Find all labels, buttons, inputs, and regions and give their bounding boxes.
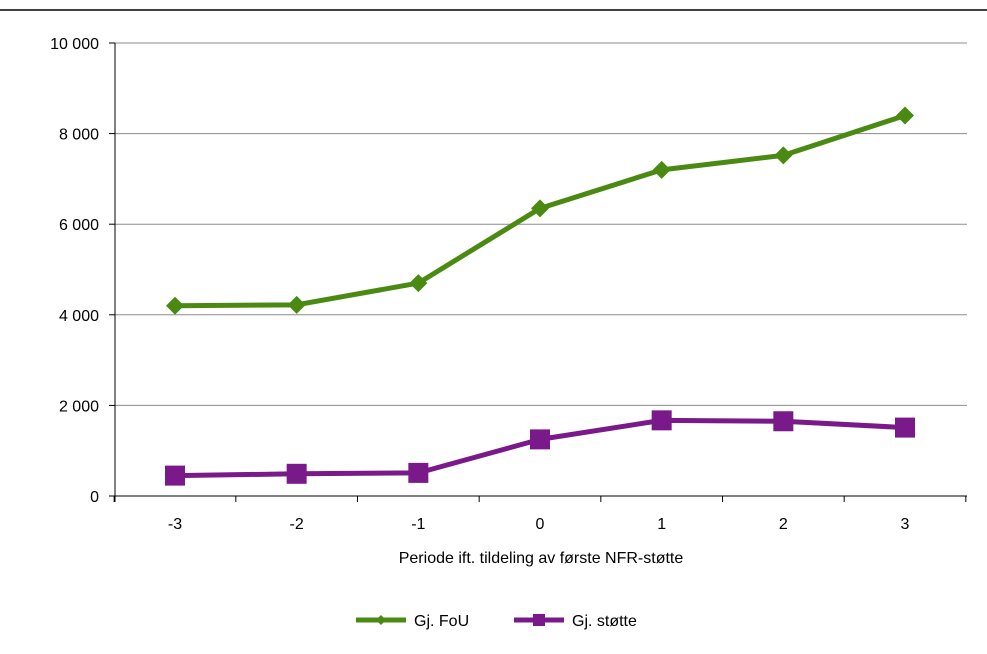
data-point-square (408, 462, 429, 483)
legend-item: Gj. FoU (356, 613, 469, 630)
y-tick-label: 10 000 (50, 36, 99, 53)
x-tick-label: 3 (901, 516, 910, 533)
x-tick-label: -2 (290, 516, 304, 533)
series (165, 106, 915, 486)
data-point-square (651, 410, 672, 431)
data-point-square (773, 411, 794, 432)
data-point-diamond (774, 146, 793, 165)
series-gj-stotte (165, 410, 915, 486)
x-tick-labels: -3 -2 -1 0 1 2 3 (168, 516, 910, 533)
data-point-diamond (531, 199, 549, 218)
x-tick-label: 0 (536, 516, 545, 533)
x-tick-label: -3 (168, 516, 182, 533)
legend-label: Gj. støtte (572, 613, 637, 630)
legend-label: Gj. FoU (414, 613, 469, 630)
data-point-square (530, 429, 550, 450)
legend-marker-diamond (376, 615, 386, 625)
data-point-square (895, 417, 915, 438)
data-point-diamond (652, 160, 671, 179)
data-point-diamond (896, 106, 914, 125)
data-point-square (286, 463, 307, 484)
x-tick-label: 2 (779, 516, 788, 533)
y-tick-label: 6 000 (59, 217, 99, 234)
y-tick-label: 0 (90, 489, 99, 506)
y-tick-label: 4 000 (59, 308, 99, 325)
legend: Gj. FoU Gj. støtte (356, 613, 637, 630)
gridlines (115, 42, 967, 406)
series-gj-fou (166, 106, 914, 315)
y-tick-labels: 0 2 000 4 000 6 000 8 000 10 000 (50, 36, 99, 506)
axes (109, 42, 967, 502)
data-point-square (165, 465, 185, 486)
data-point-diamond (409, 274, 428, 293)
legend-item: Gj. støtte (514, 613, 637, 630)
data-point-diamond (166, 296, 184, 315)
x-tick-label: 1 (657, 516, 666, 533)
x-axis-title: Periode ift. tildeling av første NFR-stø… (399, 550, 684, 567)
y-tick-label: 2 000 (59, 398, 99, 415)
y-tick-label: 8 000 (59, 127, 99, 144)
legend-marker-square (533, 614, 545, 626)
data-point-diamond (287, 295, 306, 314)
x-tick-label: -1 (411, 516, 425, 533)
